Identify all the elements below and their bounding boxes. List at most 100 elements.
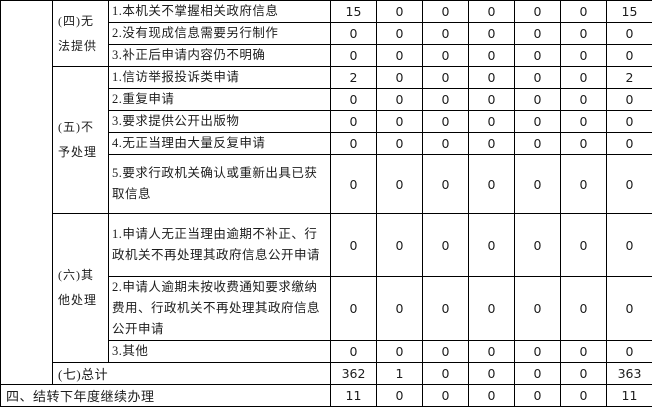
value-cell: 0 [561,45,607,67]
value-cell: 0 [469,1,515,23]
table-row-total: (七)总计 362 1 0 0 0 0 363 [1,363,652,385]
value-cell: 1 [377,363,423,385]
value-cell: 0 [607,23,652,45]
value-cell: 0 [561,155,607,214]
value-cell: 0 [469,155,515,214]
category-cell-unable-to-provide: (四)无法提供 [53,1,109,67]
value-cell: 0 [377,214,423,277]
item-label-cell: 1.申请人无正当理由逾期不补正、行政机关不再处理其政府信息公开申请 [109,214,331,277]
value-cell: 0 [607,89,652,111]
value-cell: 0 [469,67,515,89]
value-cell: 0 [561,133,607,155]
value-cell: 0 [469,23,515,45]
value-cell: 0 [561,89,607,111]
carryover-label-cell: 四、结转下年度继续办理 [1,385,331,407]
value-cell: 0 [377,1,423,23]
value-cell: 0 [561,23,607,45]
value-cell: 0 [331,341,377,363]
item-label-cell: 1.本机关不掌握相关政府信息 [109,1,331,23]
value-cell: 0 [423,45,469,67]
value-cell: 0 [377,341,423,363]
value-cell: 0 [515,363,561,385]
value-cell: 2 [607,67,652,89]
value-cell: 0 [561,214,607,277]
left-spacer-cell [1,1,53,385]
value-cell: 0 [331,133,377,155]
value-cell: 0 [423,1,469,23]
value-cell: 0 [607,341,652,363]
value-cell: 0 [423,133,469,155]
item-label-cell: 2.没有现成信息需要另行制作 [109,23,331,45]
value-cell: 0 [515,67,561,89]
category-cell-not-processed: (五)不予处理 [53,67,109,214]
value-cell: 0 [377,385,423,407]
value-cell: 0 [469,133,515,155]
table-row-carryover: 四、结转下年度继续办理 11 0 0 0 0 0 11 [1,385,652,407]
value-cell: 0 [607,111,652,133]
value-cell: 0 [515,155,561,214]
value-cell: 0 [331,277,377,341]
value-cell: 0 [423,341,469,363]
table-row: (四)无法提供 1.本机关不掌握相关政府信息 15 0 0 0 0 0 15 [1,1,652,23]
value-cell: 0 [423,155,469,214]
value-cell: 0 [331,214,377,277]
value-cell: 0 [561,67,607,89]
total-label-cell: (七)总计 [53,363,331,385]
value-cell: 0 [469,363,515,385]
value-cell: 0 [377,45,423,67]
value-cell: 0 [377,155,423,214]
value-cell: 0 [607,277,652,341]
value-cell: 0 [423,67,469,89]
value-cell: 0 [515,111,561,133]
value-cell: 0 [377,111,423,133]
value-cell: 2 [331,67,377,89]
item-label-cell: 5.要求行政机关确认或重新出具已获取信息 [109,155,331,214]
value-cell: 0 [331,89,377,111]
value-cell: 0 [377,133,423,155]
value-cell: 0 [377,277,423,341]
value-cell: 0 [423,111,469,133]
item-label-cell: 2.申请人逾期未按收费通知要求缴纳费用、行政机关不再处理其政府信息公开申请 [109,277,331,341]
item-label-cell: 2.重复申请 [109,89,331,111]
value-cell: 0 [469,385,515,407]
value-cell: 0 [331,23,377,45]
value-cell: 0 [561,1,607,23]
value-cell: 0 [377,23,423,45]
value-cell: 0 [607,214,652,277]
value-cell: 362 [331,363,377,385]
item-label-cell: 3.补正后申请内容仍不明确 [109,45,331,67]
value-cell: 0 [515,277,561,341]
value-cell: 0 [561,363,607,385]
value-cell: 11 [607,385,652,407]
value-cell: 0 [515,341,561,363]
value-cell: 0 [469,89,515,111]
value-cell: 0 [423,277,469,341]
value-cell: 0 [515,133,561,155]
value-cell: 0 [331,155,377,214]
value-cell: 0 [377,89,423,111]
value-cell: 0 [331,45,377,67]
table-row: (六)其他处理 1.申请人无正当理由逾期不补正、行政机关不再处理其政府信息公开申… [1,214,652,277]
category-cell-other-processing: (六)其他处理 [53,214,109,363]
value-cell: 0 [377,67,423,89]
value-cell: 0 [561,341,607,363]
item-label-cell: 3.其他 [109,341,331,363]
value-cell: 0 [469,277,515,341]
value-cell: 0 [469,341,515,363]
value-cell: 0 [561,277,607,341]
item-label-cell: 3.要求提供公开出版物 [109,111,331,133]
value-cell: 0 [515,385,561,407]
value-cell: 15 [331,1,377,23]
value-cell: 0 [515,1,561,23]
value-cell: 363 [607,363,652,385]
item-label-cell: 4.无正当理由大量反复申请 [109,133,331,155]
table-row: (五)不予处理 1.信访举报投诉类申请 2 0 0 0 0 0 2 [1,67,652,89]
value-cell: 0 [423,89,469,111]
value-cell: 0 [469,45,515,67]
value-cell: 0 [331,111,377,133]
value-cell: 0 [423,363,469,385]
value-cell: 0 [515,214,561,277]
value-cell: 0 [423,214,469,277]
value-cell: 11 [331,385,377,407]
